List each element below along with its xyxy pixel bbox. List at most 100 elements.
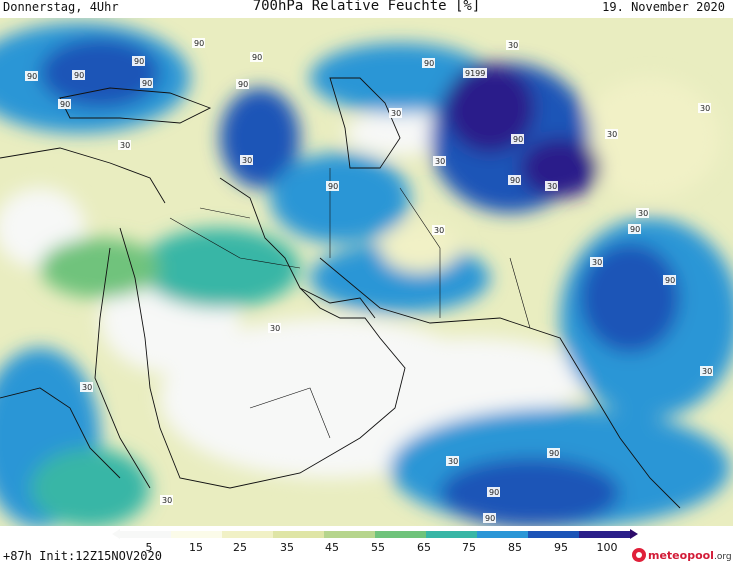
contour-label-30-m: 30 bbox=[268, 323, 281, 333]
colorbar-tick: 5 bbox=[145, 541, 153, 554]
colorbar-segment-4 bbox=[324, 531, 375, 538]
svg-text:30: 30 bbox=[270, 324, 280, 333]
svg-text:90: 90 bbox=[510, 176, 520, 185]
contour-label-30-e: 30 bbox=[432, 225, 445, 235]
moist-band-north-4 bbox=[270, 153, 410, 243]
colorbar-tick: 35 bbox=[280, 541, 294, 554]
colorbar-segment-3 bbox=[273, 531, 324, 538]
moist-east-2 bbox=[580, 243, 680, 353]
colorbar-tick: 55 bbox=[371, 541, 385, 554]
moist-belt-4 bbox=[40, 238, 160, 298]
colorbar-tick: 45 bbox=[325, 541, 339, 554]
svg-text:90: 90 bbox=[142, 79, 152, 88]
humidity-field bbox=[0, 23, 733, 526]
svg-text:90: 90 bbox=[485, 514, 495, 523]
contour-label-90-q: 90 bbox=[140, 78, 153, 88]
contour-label-90-g: 90 bbox=[422, 58, 435, 68]
border-4 bbox=[509, 257, 531, 329]
moist-band-north-2 bbox=[40, 38, 160, 108]
colorbar-left-tip bbox=[112, 529, 120, 539]
colorbar-segment-5 bbox=[375, 531, 426, 538]
contour-label-90-j: 90 bbox=[508, 175, 521, 185]
svg-text:30: 30 bbox=[242, 156, 252, 165]
border-1 bbox=[169, 217, 301, 269]
contour-label-30-p: 30 bbox=[160, 495, 173, 505]
svg-text:9199: 9199 bbox=[465, 69, 485, 78]
moist-sw-2 bbox=[30, 448, 150, 526]
colorbar-segment-2 bbox=[222, 531, 273, 538]
contour-label-90-i: 90 bbox=[511, 134, 524, 144]
logo-text: meteopool.org bbox=[648, 548, 732, 562]
colorbar-right-tip bbox=[630, 529, 638, 539]
svg-text:30: 30 bbox=[702, 367, 712, 376]
contour-label-90-n: 90 bbox=[487, 487, 500, 497]
contour-label-90-a: 90 bbox=[25, 71, 38, 81]
svg-text:90: 90 bbox=[194, 39, 204, 48]
contour-label-30-k: 30 bbox=[590, 257, 603, 267]
contour-label-90-b: 90 bbox=[58, 99, 71, 109]
black-sea bbox=[59, 87, 212, 124]
contour-label-30-a: 30 bbox=[118, 140, 131, 150]
svg-text:90: 90 bbox=[328, 182, 338, 191]
contour-label-30-l: 30 bbox=[700, 366, 713, 376]
caspian-sea bbox=[329, 77, 401, 169]
contour-label-90-c: 90 bbox=[132, 56, 145, 66]
svg-text:90: 90 bbox=[424, 59, 434, 68]
moist-south-2 bbox=[440, 458, 620, 526]
arabian-peninsula-coast bbox=[119, 177, 406, 489]
svg-text:30: 30 bbox=[508, 41, 518, 50]
mediterranean-east-coast bbox=[0, 147, 166, 204]
svg-text:30: 30 bbox=[607, 130, 617, 139]
colorbar-tick: 75 bbox=[462, 541, 476, 554]
contour-label-9199: 9199 bbox=[463, 68, 487, 78]
iran-coast bbox=[319, 257, 681, 509]
persian-gulf-coast bbox=[299, 287, 376, 319]
svg-text:30: 30 bbox=[547, 182, 557, 191]
contour-label-30-c: 30 bbox=[389, 108, 402, 118]
red-sea-west-coast bbox=[94, 247, 151, 489]
colorbar-tick: 85 bbox=[508, 541, 522, 554]
moist-belt-1 bbox=[140, 228, 300, 308]
contour-label-30-i: 30 bbox=[545, 181, 558, 191]
colorbar-tick: 100 bbox=[596, 541, 618, 554]
contour-label-90-h: 90 bbox=[326, 181, 339, 191]
contour-label-30-h: 30 bbox=[698, 103, 711, 113]
colorbar-segment-8 bbox=[528, 531, 579, 538]
contour-label-30-b: 30 bbox=[240, 155, 253, 165]
border-3 bbox=[399, 187, 441, 318]
contour-label-90-e: 90 bbox=[250, 52, 263, 62]
dry-zone-east bbox=[580, 78, 720, 198]
svg-text:30: 30 bbox=[82, 383, 92, 392]
contour-label-30-f: 30 bbox=[506, 40, 519, 50]
svg-text:30: 30 bbox=[434, 226, 444, 235]
coastlines bbox=[0, 77, 681, 509]
meteopool-logo[interactable]: meteopool.org bbox=[632, 546, 732, 564]
contour-label-30-g: 30 bbox=[605, 129, 618, 139]
init-time-label: +87h Init:12Z15NOV2020 bbox=[3, 549, 162, 563]
contour-label-30-j: 30 bbox=[636, 208, 649, 218]
svg-text:30: 30 bbox=[700, 104, 710, 113]
svg-text:30: 30 bbox=[435, 157, 445, 166]
contour-label-30-d: 30 bbox=[433, 156, 446, 166]
colorbar-tick: 65 bbox=[417, 541, 431, 554]
svg-text:90: 90 bbox=[630, 225, 640, 234]
svg-text:30: 30 bbox=[592, 258, 602, 267]
contour-label-90-o: 90 bbox=[483, 513, 496, 523]
svg-text:30: 30 bbox=[448, 457, 458, 466]
contour-label-90-f: 90 bbox=[236, 79, 249, 89]
colorbar-tick: 25 bbox=[233, 541, 247, 554]
contour-labels: 90 90 90 90 90 90 90 90 9199 90 90 90 90… bbox=[25, 38, 713, 523]
contour-label-90-l: 90 bbox=[663, 275, 676, 285]
colorbar-segment-6 bbox=[426, 531, 477, 538]
dry-zone-caspian bbox=[345, 111, 455, 155]
contour-label-30-n: 30 bbox=[80, 382, 93, 392]
svg-text:90: 90 bbox=[665, 276, 675, 285]
colorbar-segment-1 bbox=[171, 531, 222, 538]
colorbar-segment-0 bbox=[120, 531, 171, 538]
svg-text:90: 90 bbox=[489, 488, 499, 497]
svg-text:90: 90 bbox=[252, 53, 262, 62]
contour-label-90-p: 90 bbox=[192, 38, 205, 48]
africa-coast bbox=[0, 387, 121, 479]
svg-text:90: 90 bbox=[134, 57, 144, 66]
colorbar-tick: 15 bbox=[189, 541, 203, 554]
